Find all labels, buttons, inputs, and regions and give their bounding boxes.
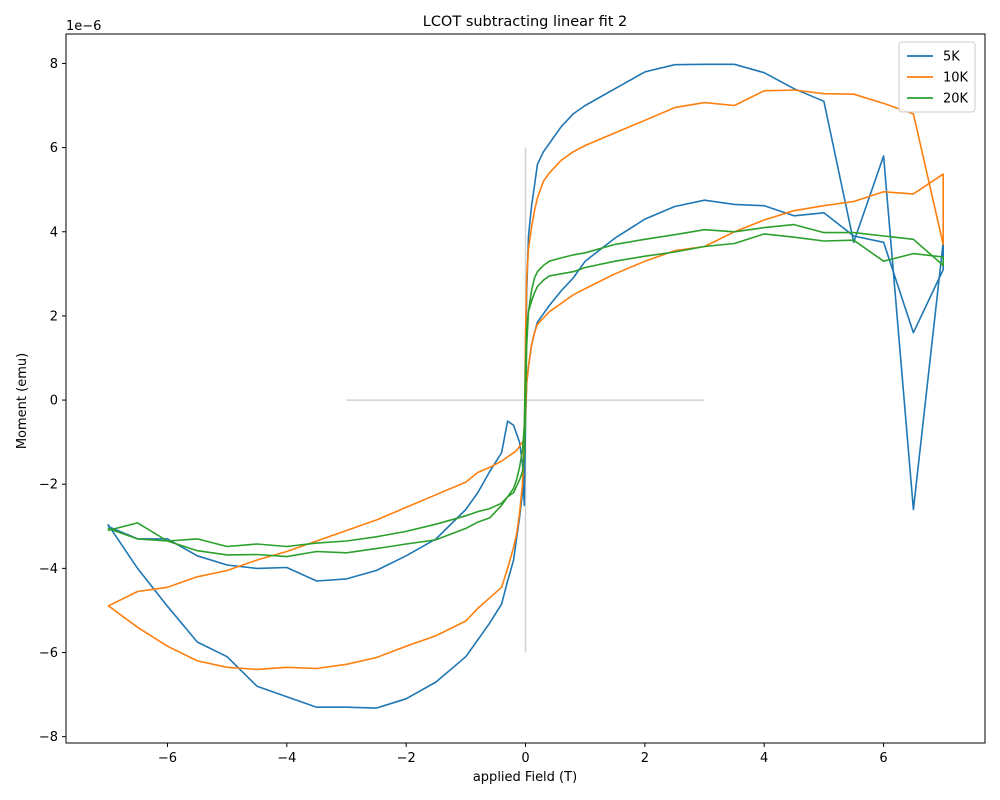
x-tick-label: 6	[879, 751, 887, 766]
x-tick-label: −2	[397, 751, 416, 766]
legend-box	[898, 41, 976, 113]
y-axis: −8 −6 −4 −2 0 2 4 6 8	[39, 57, 66, 745]
y-tick-label: 2	[50, 309, 58, 324]
legend-label-10K: 10K	[943, 71, 969, 86]
x-tick-label: −6	[158, 751, 177, 766]
series-line-20K	[107, 223, 945, 558]
y-tick-label: 0	[50, 394, 58, 409]
legend-label-20K: 20K	[943, 92, 969, 107]
y-tick-label: −4	[39, 562, 58, 577]
x-tick-label: 4	[760, 751, 768, 766]
x-tick-label: −4	[277, 751, 296, 766]
legend-label-5K: 5K	[943, 50, 960, 65]
x-tick-label: 0	[521, 751, 529, 766]
y-tick-label: −2	[39, 478, 58, 493]
y-offset-label: 1e−6	[66, 19, 101, 34]
y-axis-label: Moment (emu)	[15, 353, 30, 449]
y-tick-label: 6	[50, 141, 58, 156]
y-tick-label: 4	[50, 225, 58, 240]
chart-title: LCOT subtracting linear fit 2	[423, 14, 628, 30]
x-axis-label: applied Field (T)	[473, 770, 577, 785]
x-tick-label: 2	[641, 751, 649, 766]
legend: 5K 10K 20K	[898, 41, 976, 113]
series-layer	[107, 63, 945, 709]
series-line-5K	[107, 63, 945, 709]
x-axis: −6 −4 −2 0 2 4 6	[158, 743, 888, 766]
y-tick-label: −8	[39, 730, 58, 745]
y-tick-label: 8	[50, 57, 58, 72]
series-line-10K	[107, 89, 945, 671]
y-tick-label: −6	[39, 646, 58, 661]
